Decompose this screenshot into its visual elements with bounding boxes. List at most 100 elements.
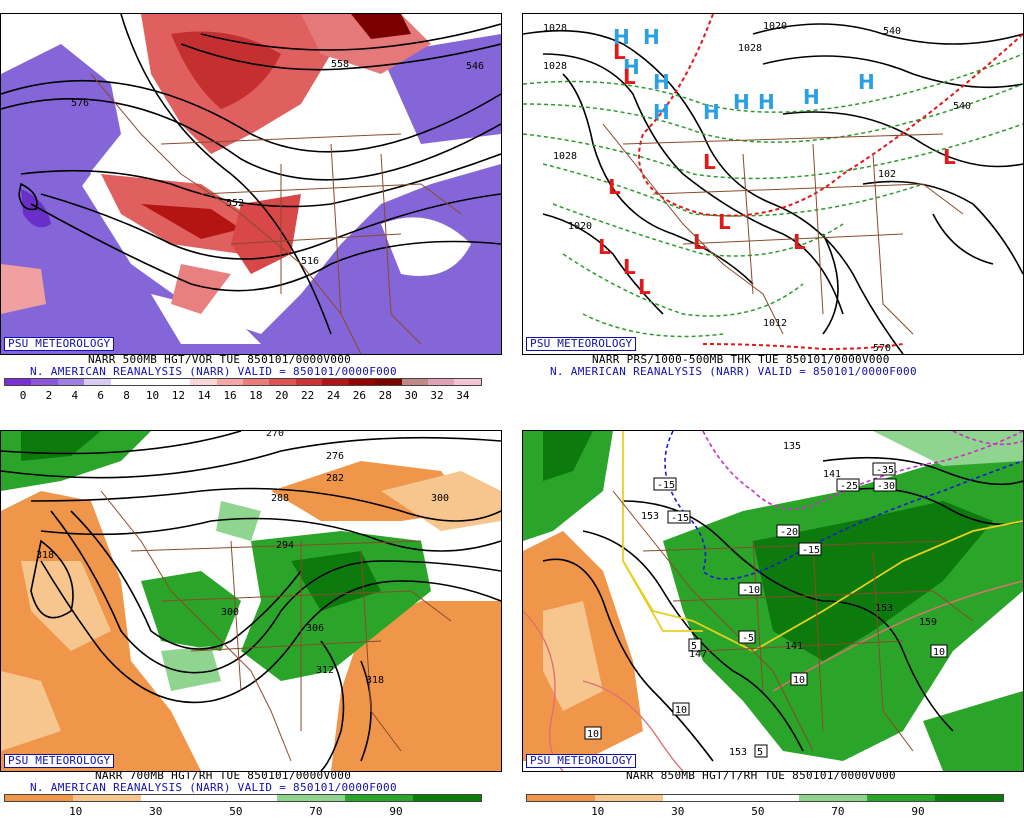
high-pressure-icon: H bbox=[653, 100, 670, 124]
legend-swatch bbox=[57, 379, 85, 385]
vorticity-color-legend bbox=[4, 378, 482, 386]
legend-tick-label: 6 bbox=[97, 389, 105, 402]
legend-swatch bbox=[428, 379, 455, 385]
contour-label: 288 bbox=[271, 493, 289, 504]
svg-text:-20: -20 bbox=[780, 527, 798, 538]
legend-tick-label: 28 bbox=[378, 389, 392, 402]
panel-850mb-temp-rh: -15 -15 -20 -15 -10 -5 5 -25 -30 -35 10 … bbox=[522, 418, 1024, 819]
psu-credit: PSU METEOROLOGY bbox=[526, 754, 637, 768]
contour-label: 576 bbox=[71, 98, 89, 109]
svg-text:10: 10 bbox=[933, 647, 945, 658]
psu-credit: PSU METEOROLOGY bbox=[4, 754, 115, 768]
legend-tick-label: 4 bbox=[71, 389, 79, 402]
pressure-map: H H H H H H H H H H L L L L L L L L L bbox=[522, 13, 1024, 355]
temp-label-box: -30 bbox=[873, 478, 897, 492]
contour-label: 153 bbox=[729, 747, 747, 758]
contour-label: 1028 bbox=[738, 43, 762, 54]
contour-label: 306 bbox=[306, 623, 324, 634]
temp-label-box: -5 bbox=[738, 630, 756, 644]
low-pressure-icon: L bbox=[793, 230, 806, 254]
contour-label: 1020 bbox=[763, 21, 787, 32]
svg-text:-15: -15 bbox=[671, 513, 689, 524]
svg-text:-5: -5 bbox=[742, 633, 754, 644]
temp-label-box: -15 bbox=[798, 542, 822, 556]
svg-text:-35: -35 bbox=[876, 465, 894, 476]
legend-tick-label: 26 bbox=[352, 389, 367, 402]
legend-swatch bbox=[413, 795, 481, 801]
legend-swatch bbox=[73, 795, 141, 801]
contour-label: 558 bbox=[331, 59, 349, 70]
legend-swatch bbox=[345, 795, 413, 801]
legend-tick-label: 34 bbox=[456, 389, 470, 402]
legend-swatch bbox=[277, 795, 345, 801]
panel-title: NARR PRS/1000-500MB THK TUE 850101/0000V… bbox=[592, 353, 890, 366]
temp-label-box: 10 bbox=[584, 726, 602, 740]
panel-pressure-thickness: H H H H H H H H H H L L L L L L L L L bbox=[522, 0, 1024, 409]
vorticity-map: 576 552 558 516 546 PSU METEOROLOGY bbox=[0, 13, 502, 355]
panel-700mb-rh: 318 276 282 288 300 294 300 306 312 318 … bbox=[0, 418, 512, 819]
legend-tick-label: 50 bbox=[751, 805, 765, 818]
legend-tick-label: 10 bbox=[69, 805, 83, 818]
t850-map: -15 -15 -20 -15 -10 -5 5 -25 -30 -35 10 … bbox=[522, 430, 1024, 772]
contour-label: 294 bbox=[276, 540, 294, 551]
low-pressure-icon: L bbox=[623, 65, 636, 89]
legend-swatch bbox=[799, 795, 867, 801]
contour-label: 147 bbox=[689, 649, 707, 660]
low-pressure-icon: L bbox=[623, 255, 636, 279]
legend-tick-label: 24 bbox=[326, 389, 341, 402]
contour-label: 1028 bbox=[543, 23, 567, 34]
legend-swatch bbox=[322, 379, 349, 385]
low-pressure-icon: L bbox=[943, 145, 956, 169]
legend-swatch bbox=[31, 379, 58, 385]
legend-tick-label: 30 bbox=[671, 805, 685, 818]
legend-tick-label: 90 bbox=[389, 805, 403, 818]
svg-text:-10: -10 bbox=[742, 585, 760, 596]
contour-label: 153 bbox=[875, 603, 893, 614]
legend-swatch bbox=[84, 379, 111, 385]
legend-swatch bbox=[209, 795, 277, 801]
panel-valid-time: N. AMERICAN REANALYSIS (NARR) VALID = 85… bbox=[550, 365, 917, 378]
temp-label-box: 5 bbox=[754, 744, 768, 758]
legend-tick-label: 70 bbox=[309, 805, 323, 818]
panel-title: NARR 700MB HGT/RH TUE 850101/0000V000 bbox=[95, 769, 352, 782]
contour-label: 1028 bbox=[543, 61, 567, 72]
legend-swatch bbox=[216, 379, 243, 385]
legend-tick-label: 14 bbox=[197, 389, 211, 402]
legend-tick-label: 2 bbox=[45, 389, 53, 402]
high-pressure-icon: H bbox=[613, 25, 630, 49]
legend-swatch bbox=[269, 379, 296, 385]
legend-swatch bbox=[5, 795, 73, 801]
legend-tick-label: 50 bbox=[229, 805, 243, 818]
legend-tick-label: 0 bbox=[19, 389, 27, 402]
svg-text:5: 5 bbox=[757, 747, 763, 758]
high-pressure-icon: H bbox=[643, 25, 660, 49]
low-pressure-icon: L bbox=[613, 40, 626, 64]
legend-swatch bbox=[595, 795, 663, 801]
low-pressure-icon: L bbox=[638, 275, 651, 299]
legend-swatch bbox=[867, 795, 935, 801]
rh-color-legend bbox=[4, 794, 482, 802]
temp-label-box: -20 bbox=[776, 524, 800, 538]
legend-tick-label: 8 bbox=[123, 389, 130, 402]
rh-legend-ticks: 10 30 50 70 90 bbox=[526, 806, 1004, 818]
panel-title: NARR 850MB HGT/T/RH TUE 850101/0000V000 bbox=[626, 769, 896, 782]
legend-swatch bbox=[663, 795, 731, 801]
legend-swatch bbox=[141, 795, 209, 801]
rh-legend-ticks: 10 30 50 70 90 bbox=[4, 806, 482, 818]
temp-label-box: -35 bbox=[872, 462, 896, 476]
panel-valid-time: N. AMERICAN REANALYSIS (NARR) VALID = 85… bbox=[30, 781, 397, 794]
contour-label: 570 bbox=[873, 343, 891, 354]
svg-text:-15: -15 bbox=[657, 480, 675, 491]
low-pressure-icon: L bbox=[693, 230, 706, 254]
contour-label: 540 bbox=[883, 26, 901, 37]
legend-swatch bbox=[348, 379, 376, 385]
legend-tick-label: 20 bbox=[275, 389, 289, 402]
high-pressure-icon: H bbox=[703, 100, 720, 124]
temp-label-box: 10 bbox=[930, 644, 948, 658]
low-pressure-icon: L bbox=[718, 210, 731, 234]
contour-label: 276 bbox=[326, 451, 344, 462]
high-pressure-icon: H bbox=[858, 70, 875, 94]
rh700-map: 318 276 282 288 300 294 300 306 312 318 … bbox=[0, 430, 502, 772]
legend-swatch bbox=[5, 379, 32, 385]
contour-label: 300 bbox=[431, 493, 449, 504]
